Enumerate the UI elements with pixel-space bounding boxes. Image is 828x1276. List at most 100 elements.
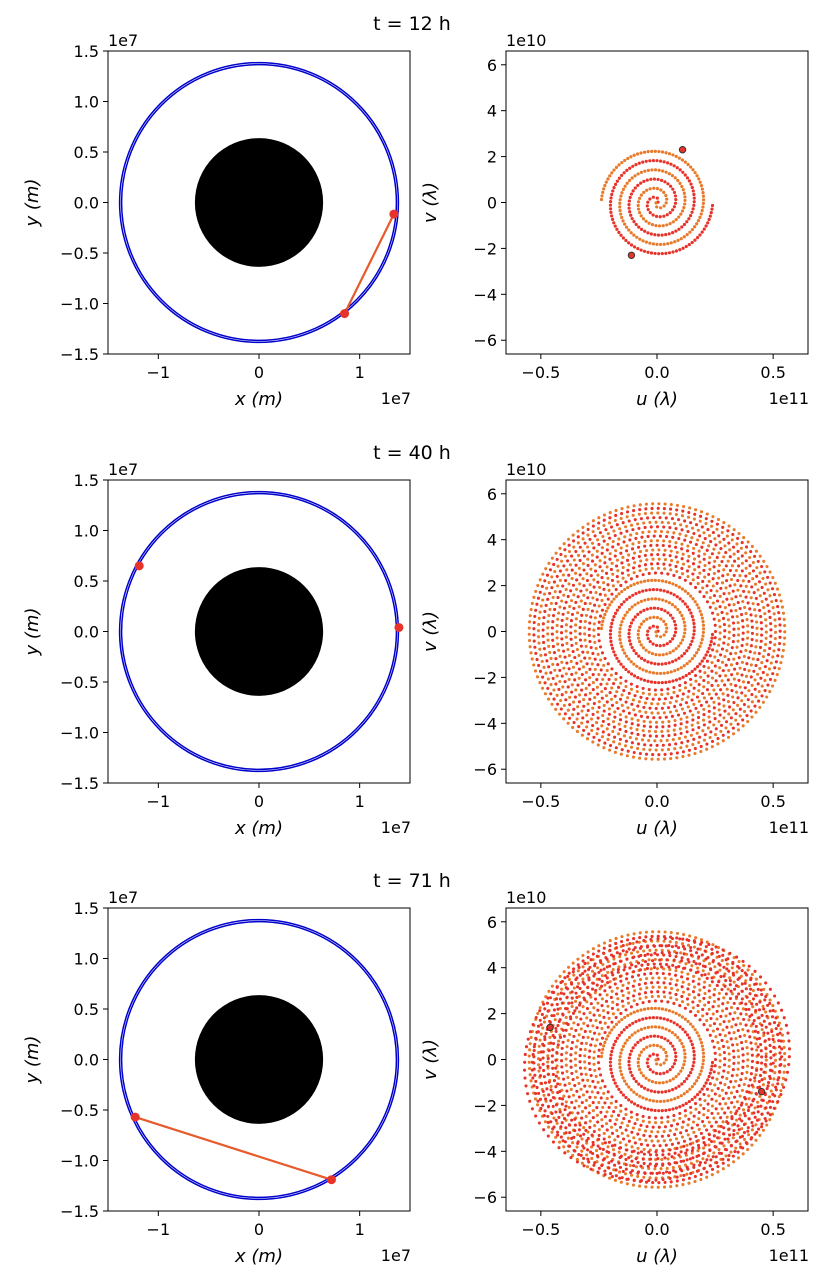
uv-point <box>696 947 700 951</box>
uv-point <box>750 1053 754 1057</box>
uv-point <box>660 999 664 1003</box>
uv-point <box>740 613 744 617</box>
uv-point <box>674 647 678 651</box>
uv-point <box>714 727 718 731</box>
uv-point <box>693 1082 697 1086</box>
uv-point <box>648 706 652 710</box>
uv-point <box>569 1053 573 1057</box>
uv-point <box>718 1102 722 1106</box>
uv-point <box>736 1061 741 1065</box>
orbit-ytick-label: −0.5 <box>60 244 99 263</box>
uv-point <box>552 651 557 655</box>
uv-point <box>639 714 643 718</box>
uv-point <box>744 1141 748 1145</box>
uv-point <box>575 1145 579 1149</box>
uv-point <box>551 1090 555 1094</box>
uv-point <box>735 970 739 974</box>
uv-point <box>716 1170 720 1174</box>
uv-point <box>701 586 705 590</box>
uv-point <box>712 1070 716 1074</box>
uv-point <box>732 1128 736 1133</box>
uv-point <box>707 1120 711 1124</box>
uv-point <box>762 1034 766 1038</box>
uv-point <box>637 590 641 594</box>
uv-point <box>693 751 697 756</box>
uv-point <box>583 656 587 660</box>
uv-point <box>702 1146 706 1150</box>
uv-point <box>724 720 729 724</box>
uv-point <box>606 576 610 580</box>
uv-point <box>639 1142 643 1146</box>
uv-point <box>602 663 606 667</box>
uv-point <box>633 615 637 619</box>
uv-point <box>713 1092 717 1096</box>
uv-point <box>605 993 609 997</box>
uv-point <box>758 1000 762 1004</box>
uv-point <box>670 517 674 521</box>
uv-point <box>700 973 704 977</box>
uv-point <box>601 190 605 194</box>
uv-point <box>773 636 777 641</box>
uv-point <box>697 1146 701 1150</box>
uv-point <box>636 718 640 722</box>
uv-point <box>730 1101 734 1105</box>
uv-point <box>698 534 702 538</box>
uv-point <box>748 999 752 1003</box>
uv-point <box>567 1144 571 1148</box>
uv-point <box>697 982 701 986</box>
uv-point <box>632 509 636 513</box>
uv-point <box>631 698 635 702</box>
uv-point <box>595 549 599 553</box>
uv-point <box>615 523 619 527</box>
uv-point <box>610 592 614 596</box>
uv-point <box>586 986 590 990</box>
uv-point <box>677 644 681 648</box>
uv-point <box>560 559 564 563</box>
uv-point <box>672 1001 676 1006</box>
uv-point <box>591 681 595 685</box>
uv-point <box>751 1005 755 1009</box>
uv-point <box>594 646 598 651</box>
uv-point <box>666 572 670 576</box>
uv-point <box>585 1000 589 1004</box>
uv-point <box>716 684 720 688</box>
uv-point <box>570 1118 574 1122</box>
uv-point <box>646 715 650 719</box>
uv-point <box>689 1010 693 1014</box>
uv-point <box>678 1167 682 1171</box>
uv-point <box>657 697 661 701</box>
uv-point <box>608 636 613 640</box>
uv-point <box>661 743 665 747</box>
uv-point <box>769 1062 773 1066</box>
uv-point <box>627 1085 631 1089</box>
baseline-line <box>134 1116 332 1181</box>
uv-point <box>725 579 729 583</box>
uv-point <box>699 514 703 518</box>
uv-point <box>583 626 587 630</box>
uv-point <box>644 507 648 511</box>
uv-point <box>784 1023 788 1027</box>
uv-point <box>736 1150 740 1154</box>
uv-point <box>583 961 587 965</box>
uv-point <box>746 1126 750 1130</box>
uv-point <box>731 1017 735 1021</box>
uv-point <box>735 1139 739 1143</box>
uv-point <box>650 1080 655 1084</box>
uv-point <box>682 634 686 639</box>
uv-point <box>542 1068 546 1073</box>
uv-point <box>662 204 666 208</box>
uv-point <box>610 703 615 707</box>
uv-point <box>667 720 671 724</box>
uv-point <box>621 616 626 620</box>
uv-point <box>679 212 683 216</box>
uv-point <box>695 651 699 655</box>
uv-point <box>649 1089 653 1093</box>
uv-point <box>778 1070 782 1074</box>
uv-point <box>592 1031 597 1035</box>
uv-point <box>571 713 575 717</box>
uv-point <box>537 1121 541 1125</box>
uv-point <box>560 1065 564 1069</box>
uv-point <box>646 597 650 601</box>
uv-point <box>637 1067 642 1072</box>
